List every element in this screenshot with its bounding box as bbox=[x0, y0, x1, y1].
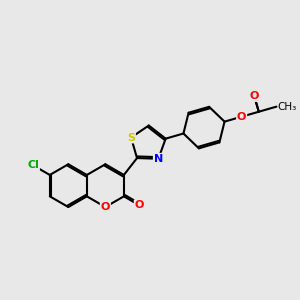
Text: CH₃: CH₃ bbox=[277, 102, 296, 112]
Text: O: O bbox=[101, 202, 110, 212]
Text: Cl: Cl bbox=[27, 160, 39, 170]
Text: O: O bbox=[250, 91, 259, 101]
Text: N: N bbox=[154, 154, 163, 164]
Text: O: O bbox=[135, 200, 144, 210]
Text: S: S bbox=[127, 133, 135, 142]
Text: O: O bbox=[237, 112, 246, 122]
